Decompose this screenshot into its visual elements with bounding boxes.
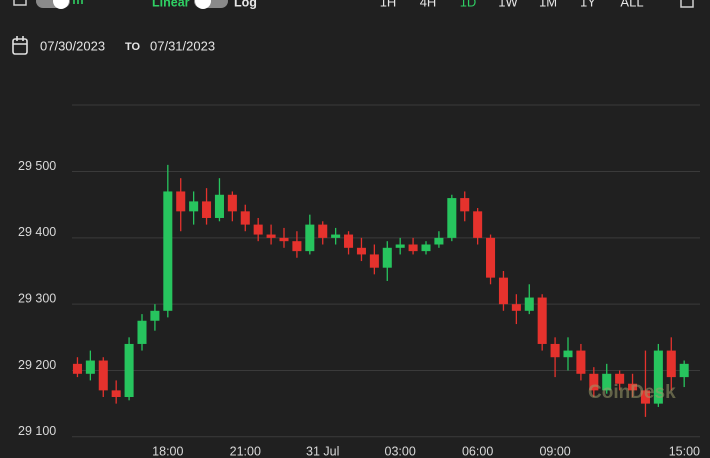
- chart-icon[interactable]: [13, 0, 27, 6]
- x-tick-label: 03:00: [385, 444, 416, 458]
- toggle-knob: [195, 0, 211, 9]
- date-to[interactable]: 07/31/2023: [150, 38, 215, 53]
- candle-body: [408, 244, 418, 252]
- candle-body: [395, 244, 405, 248]
- candle-body: [227, 194, 237, 212]
- candle-body: [640, 390, 650, 404]
- candle-body: [486, 237, 496, 278]
- range-button[interactable]: 1H: [380, 0, 397, 9]
- x-tick-label: 18:00: [152, 444, 183, 458]
- candle-body: [563, 350, 573, 358]
- candle-body: [382, 247, 392, 268]
- candle-body: [473, 211, 483, 238]
- candle-body: [679, 363, 689, 378]
- candle-body: [434, 237, 444, 245]
- candle-body: [615, 373, 625, 384]
- candle-body: [176, 191, 186, 212]
- y-tick-label: 29 200: [18, 358, 56, 372]
- candle-body: [85, 360, 95, 374]
- candle-body: [421, 244, 431, 252]
- candle-body: [589, 373, 599, 391]
- candle-body: [550, 343, 560, 358]
- download-icon[interactable]: [680, 0, 694, 8]
- candle-body: [628, 383, 638, 391]
- candle-body: [72, 363, 82, 374]
- candle-body: [163, 191, 173, 311]
- candle-body: [111, 390, 121, 397]
- y-tick-label: 29 100: [18, 424, 56, 438]
- candle-body: [344, 234, 354, 248]
- x-tick-label: 31 Jul: [306, 444, 339, 458]
- calendar-icon[interactable]: [12, 38, 28, 55]
- candle-body: [98, 360, 108, 391]
- toggle-knob: [53, 0, 69, 9]
- candle-body: [266, 234, 276, 238]
- range-button[interactable]: 1M: [539, 0, 557, 9]
- candle-body: [305, 224, 315, 252]
- range-button[interactable]: 1D: [460, 0, 477, 9]
- y-tick-label: 29 400: [18, 225, 56, 239]
- candle-body: [460, 198, 470, 212]
- x-tick-label: 21:00: [230, 444, 261, 458]
- candle-body: [202, 201, 212, 218]
- date-range: 07/30/2023 TO 07/31/2023: [12, 36, 215, 55]
- candle-body: [576, 350, 586, 374]
- candle-body: [666, 350, 676, 378]
- candle-body: [524, 297, 534, 311]
- date-from[interactable]: 07/30/2023: [40, 38, 105, 53]
- range-button[interactable]: ALL: [620, 0, 643, 9]
- candle-body: [292, 241, 302, 252]
- y-tick-label: 29 300: [18, 291, 56, 305]
- candle-body: [150, 310, 160, 321]
- calendar-icon-detail: [13, 36, 27, 45]
- date-to-word: TO: [125, 41, 141, 53]
- candle-body: [214, 194, 224, 218]
- y-tick-label: 29 500: [18, 159, 56, 173]
- linear-label[interactable]: Linear: [152, 0, 190, 9]
- candle-body: [331, 234, 341, 238]
- range-button[interactable]: 4H: [420, 0, 437, 9]
- toolbar: Linear Log 1H 4H 1D 1W 1M 1Y ALL: [13, 0, 694, 9]
- range-button[interactable]: 1Y: [580, 0, 596, 9]
- x-tick-label: 09:00: [539, 444, 570, 458]
- candle-body: [124, 343, 134, 397]
- candle-body: [369, 254, 379, 268]
- candle-body: [447, 198, 457, 238]
- x-tick-label: 15:00: [669, 444, 700, 458]
- log-label[interactable]: Log: [234, 0, 257, 9]
- x-tick-label: 06:00: [462, 444, 493, 458]
- candle-body: [279, 237, 289, 242]
- candle-icon[interactable]: [73, 0, 83, 4]
- candle-body: [498, 277, 508, 305]
- candle-body: [602, 373, 612, 391]
- candle-body: [537, 297, 547, 344]
- candle-body: [653, 350, 663, 404]
- candle-body: [189, 201, 199, 212]
- candle-body: [240, 211, 250, 225]
- candle-body: [356, 247, 366, 255]
- candle-body: [137, 320, 147, 344]
- candle-body: [318, 224, 328, 238]
- candle-body: [511, 304, 521, 311]
- range-button[interactable]: 1W: [498, 0, 518, 9]
- watermark: CoinDesk: [588, 382, 676, 403]
- plot-area: 29 100 29 200 29 300 29 400 29 500 18:00 21:00…: [18, 159, 700, 458]
- candle-body: [253, 224, 263, 235]
